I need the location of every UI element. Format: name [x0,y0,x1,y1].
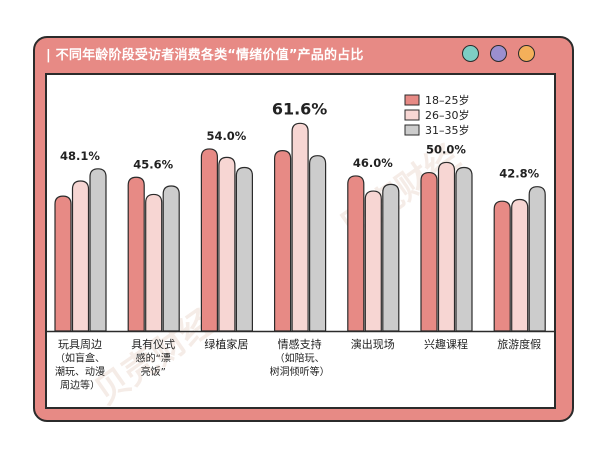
category-label: 潮玩、动漫 [55,365,105,378]
legend-label: 26–30岁 [425,108,470,122]
bar [493,200,511,332]
bar [528,186,546,332]
data-label: 61.6% [272,99,328,118]
category-label: 周边等） [60,379,100,392]
bar [218,156,236,332]
category-label: 绿植家居 [204,337,248,351]
orange-dot-icon [518,45,535,62]
bar [162,185,180,332]
bar [71,180,90,332]
category-label: 旅游度假 [497,337,541,351]
data-label: 54.0% [206,129,246,143]
data-label: 45.6% [133,157,173,171]
data-label: 46.0% [353,156,393,170]
category-label: 兴趣课程 [424,337,468,351]
purple-dot-icon [490,45,507,62]
category-label: 情感支持 [278,337,322,351]
legend-swatch [404,109,420,121]
bar [455,166,473,332]
bar [200,148,218,332]
category-label: 感的“漂 [136,352,171,365]
bar [127,176,145,332]
bar [145,193,163,332]
category-label: （如盲盒、 [55,352,105,365]
data-label: 50.0% [426,142,466,156]
bar [309,155,327,332]
legend-label: 18–25岁 [425,93,470,107]
bar [420,171,438,332]
category-label: （如陪玩、 [275,352,325,365]
category-label: 亮饭” [141,365,166,378]
legend-swatch [404,124,420,136]
legend-swatch [404,94,420,106]
bar [511,198,529,332]
bar [274,150,292,332]
bar [235,166,253,332]
teal-dot-icon [462,45,479,62]
chart-title: | 不同年龄阶段受访者消费各类“情绪价值”产品的占比 [46,48,364,63]
bar [382,183,400,332]
bar [54,195,72,332]
legend-label: 31–35岁 [425,123,470,137]
category-label: 演出现场 [351,337,395,351]
category-label: 具有仪式 [131,337,175,351]
category-label: 树洞倾听等） [270,365,330,378]
category-label: 玩具周边 [58,338,102,351]
bar [291,122,309,332]
bar [437,161,456,332]
bar [364,190,382,332]
data-label: 42.8% [499,167,539,181]
data-label: 48.1% [60,149,100,163]
bar [347,175,365,332]
bar [89,168,107,332]
